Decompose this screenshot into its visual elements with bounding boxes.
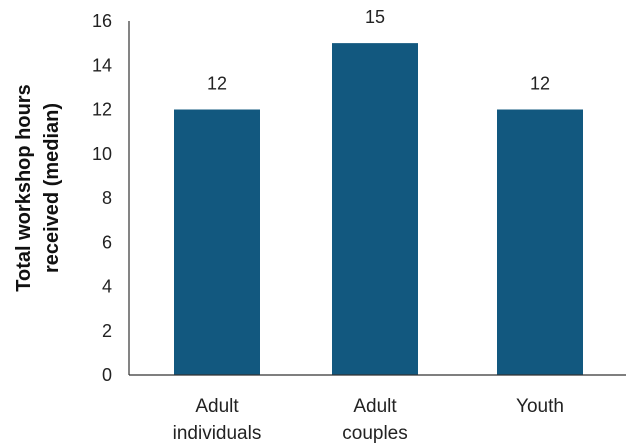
y-tick-label-7: 14 bbox=[92, 55, 112, 75]
data-label-0: 12 bbox=[207, 74, 227, 94]
y-tick-label-6: 12 bbox=[92, 100, 112, 120]
x-category-label-0-line-1: individuals bbox=[173, 423, 262, 444]
y-tick-label-4: 8 bbox=[102, 188, 112, 208]
y-tick-label-8: 16 bbox=[92, 11, 112, 31]
y-axis-title-line-1: Total workshop hours bbox=[13, 84, 35, 291]
y-tick-label-1: 2 bbox=[102, 321, 112, 341]
bar-2 bbox=[497, 109, 583, 375]
y-tick-label-2: 4 bbox=[102, 277, 112, 297]
y-axis-title-line-2: received (median) bbox=[41, 103, 63, 273]
bar-1 bbox=[332, 43, 418, 375]
x-category-label-1-line-1: couples bbox=[342, 423, 408, 444]
data-label-2: 12 bbox=[530, 74, 550, 94]
y-axis-title: Total workshop hours received (median) bbox=[13, 84, 63, 291]
y-tick-label-0: 0 bbox=[102, 365, 112, 385]
x-category-label-0-line-0: Adult bbox=[195, 396, 239, 417]
x-category-label-1-line-0: Adult bbox=[353, 396, 397, 417]
x-category-label-2-line-0: Youth bbox=[516, 396, 564, 417]
y-tick-label-5: 10 bbox=[92, 144, 112, 164]
y-tick-label-3: 6 bbox=[102, 232, 112, 252]
data-label-1: 15 bbox=[365, 7, 385, 27]
bar-0 bbox=[174, 109, 260, 375]
plot-area: 0 2 4 6 8 10 12 14 16 12 15 12 Adult individuals Adult… bbox=[92, 7, 626, 444]
